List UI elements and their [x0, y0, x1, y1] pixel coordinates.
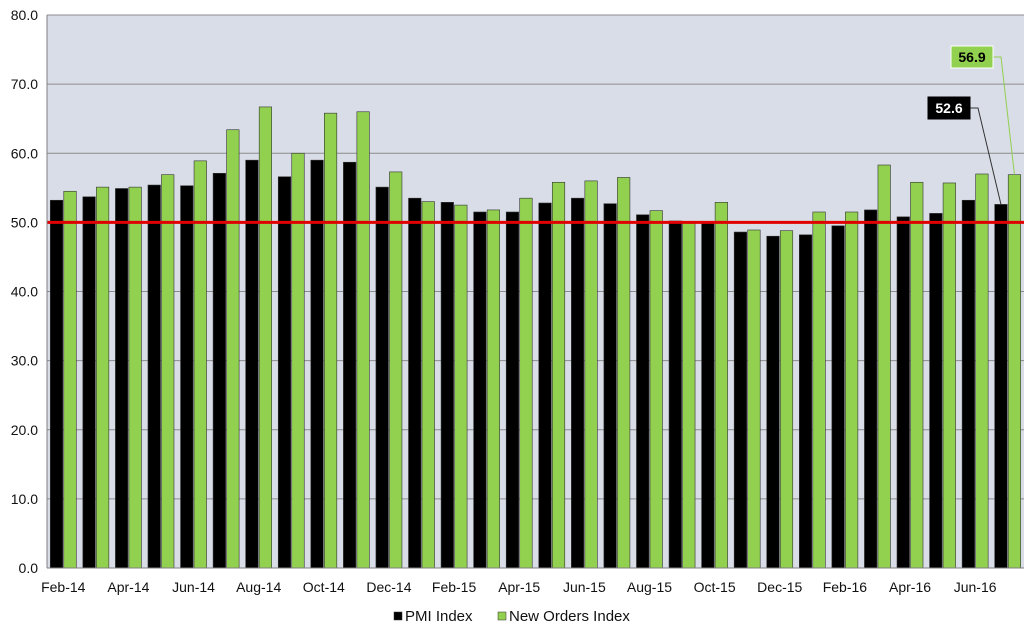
new-orders-bar	[226, 129, 240, 569]
pmi-bar	[733, 231, 747, 569]
pmi-bar	[147, 184, 161, 569]
x-tick-label: Apr-15	[498, 579, 540, 595]
legend-item-new-orders: New Orders Index	[497, 608, 630, 625]
y-tick-label: 80.0	[11, 7, 38, 23]
y-tick-label: 60.0	[11, 145, 38, 161]
x-tick-label: Oct-15	[694, 579, 736, 595]
callout-label: 52.6	[935, 100, 962, 116]
x-tick-label: Apr-14	[107, 579, 149, 595]
pmi-bar	[864, 209, 878, 569]
callout-box	[950, 45, 994, 69]
x-tick-label: Dec-14	[366, 579, 411, 595]
new-orders-bar	[1007, 174, 1022, 569]
pmi-bar	[636, 214, 650, 569]
x-tick-label: Aug-15	[627, 579, 672, 595]
x-tick-label: Jun-15	[563, 579, 606, 595]
callout-leader-line	[993, 56, 1015, 175]
new-orders-bar	[356, 111, 370, 569]
x-tick-label: Jun-14	[172, 579, 215, 595]
pmi-bar	[82, 196, 96, 569]
y-tick-label: 20.0	[11, 422, 38, 438]
x-tick-label: Apr-16	[889, 579, 931, 595]
new-orders-bar	[975, 173, 989, 569]
new-orders-bar	[910, 181, 924, 569]
y-tick-label: 70.0	[11, 76, 38, 92]
new-orders-bar	[258, 106, 272, 569]
pmi-bar	[799, 234, 813, 569]
pmi-bar	[408, 197, 422, 569]
legend-item-pmi: PMI Index	[393, 608, 473, 625]
new-orders-bar	[324, 112, 338, 569]
new-orders-bar	[63, 190, 77, 569]
pmi-bar	[538, 202, 552, 569]
x-tick-label: Feb-14	[41, 579, 86, 595]
pmi-bar	[994, 204, 1008, 569]
new-orders-bar	[682, 221, 696, 569]
new-orders-bar	[845, 211, 859, 569]
new-orders-bar	[519, 197, 533, 569]
new-orders-bar	[779, 230, 794, 569]
new-orders-bar	[747, 229, 761, 569]
pmi-bar	[668, 220, 682, 569]
new-orders-bar	[649, 210, 663, 569]
new-orders-bar	[714, 202, 728, 569]
new-orders-bar	[389, 171, 403, 569]
y-tick-label: 30.0	[11, 353, 38, 369]
pmi-bar	[440, 202, 454, 569]
new-orders-bar	[877, 164, 891, 569]
new-orders-bar	[942, 182, 956, 569]
pmi-bar	[571, 197, 585, 569]
new-orders-bar	[454, 204, 468, 569]
new-orders-bar	[161, 174, 175, 569]
x-tick-label: Feb-16	[823, 579, 868, 595]
pmi-bar	[49, 199, 64, 569]
pmi-bar	[831, 225, 845, 569]
pmi-bar	[212, 172, 226, 569]
pmi-bar	[603, 203, 617, 569]
new-orders-bar	[421, 201, 435, 569]
callout-leader-line	[970, 107, 1002, 205]
new-orders-bar	[551, 181, 566, 569]
legend-swatch	[497, 611, 507, 621]
legend-swatch	[393, 611, 403, 621]
pmi-bar	[277, 176, 292, 569]
pmi-bar	[766, 235, 780, 569]
legend-label: New Orders Index	[509, 608, 630, 625]
new-orders-bar	[96, 186, 110, 569]
y-tick-label: 50.0	[11, 214, 38, 230]
callout-box	[927, 96, 971, 120]
x-tick-label: Oct-14	[303, 579, 345, 595]
x-tick-label: Dec-15	[757, 579, 802, 595]
x-tick-label: Jun-16	[954, 579, 997, 595]
new-orders-bar	[291, 152, 305, 569]
pmi-bar	[929, 213, 943, 569]
new-orders-callout: 56.9	[950, 45, 1015, 175]
pmi-bar	[701, 221, 715, 569]
pmi-bar	[961, 199, 975, 569]
pmi-bar	[180, 185, 194, 569]
pmi-callout: 52.6	[927, 96, 1002, 205]
pmi-bar	[505, 211, 520, 569]
new-orders-bar	[617, 177, 631, 569]
new-orders-bar	[584, 180, 598, 569]
y-tick-label: 10.0	[11, 491, 38, 507]
legend-label: PMI Index	[405, 608, 473, 625]
callout-label: 56.9	[958, 49, 985, 65]
x-tick-label: Feb-15	[432, 579, 477, 595]
pmi-bar	[896, 216, 910, 569]
x-tick-label: Aug-14	[236, 579, 281, 595]
new-orders-bar	[128, 186, 142, 569]
y-tick-label: 40.0	[11, 284, 38, 300]
new-orders-bar	[812, 211, 826, 569]
new-orders-bar	[486, 209, 500, 569]
pmi-bar	[473, 211, 487, 569]
pmi-bar	[115, 188, 129, 569]
pmi-bar	[375, 186, 389, 569]
y-tick-label: 0.0	[19, 560, 39, 576]
